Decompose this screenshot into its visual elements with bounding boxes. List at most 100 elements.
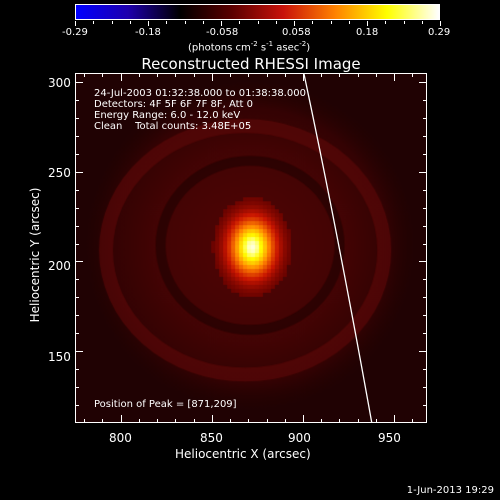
y-tick-mark bbox=[419, 81, 427, 83]
solar-limb bbox=[303, 74, 373, 422]
y-tick-mark bbox=[75, 153, 79, 155]
y-tick-mark bbox=[75, 333, 79, 335]
y-tick-mark bbox=[75, 279, 79, 281]
y-tick-mark bbox=[423, 207, 427, 209]
colorbar-tick: -0.058 bbox=[206, 27, 239, 38]
y-tick-mark bbox=[423, 387, 427, 389]
colorbar-minor-tick bbox=[330, 21, 332, 24]
y-tick-mark bbox=[75, 171, 83, 173]
x-tick-label: 900 bbox=[288, 431, 311, 445]
colorbar-tick: 0.058 bbox=[282, 27, 311, 38]
x-tick-mark bbox=[84, 419, 86, 423]
x-tick-mark bbox=[211, 73, 213, 81]
y-tick-mark bbox=[75, 135, 79, 137]
colorbar-minor-tick bbox=[75, 21, 76, 26]
y-tick-mark bbox=[423, 405, 427, 407]
x-tick-mark bbox=[102, 73, 104, 77]
timestamp: 1-Jun-2013 19:29 bbox=[406, 485, 494, 496]
x-tick-mark bbox=[230, 419, 232, 423]
colorbar-minor-tick bbox=[421, 21, 423, 24]
x-tick-mark bbox=[193, 73, 195, 77]
y-tick-mark bbox=[75, 297, 79, 299]
x-tick-mark bbox=[302, 415, 304, 423]
colorbar-minor-tick bbox=[166, 21, 168, 24]
colorbar-minor-tick bbox=[221, 21, 222, 26]
x-tick-mark bbox=[120, 73, 122, 81]
colorbar-minor-tick bbox=[367, 21, 368, 26]
y-tick-mark bbox=[75, 117, 79, 119]
colorbar-tick: 0.18 bbox=[356, 27, 379, 38]
x-tick-mark bbox=[339, 419, 341, 423]
colorbar-tick: -0.18 bbox=[135, 27, 161, 38]
colorbar-minor-tick bbox=[275, 21, 277, 24]
y-tick-mark bbox=[423, 153, 427, 155]
x-tick-mark bbox=[193, 419, 195, 423]
x-tick-mark bbox=[138, 73, 140, 77]
colorbar-tick: -0.29 bbox=[62, 27, 88, 38]
x-tick-mark bbox=[175, 73, 177, 77]
x-tick-mark bbox=[84, 73, 86, 77]
colorbar-tick: 0.29 bbox=[428, 27, 451, 38]
x-tick-mark bbox=[248, 419, 250, 423]
x-tick-mark bbox=[394, 73, 396, 81]
info-clean: Clean Total counts: 3.48E+05 bbox=[94, 121, 252, 132]
x-tick-mark bbox=[157, 419, 159, 423]
colorbar-minor-tick bbox=[239, 21, 241, 24]
x-tick-mark bbox=[357, 73, 359, 77]
rhessi-image bbox=[76, 74, 426, 422]
colorbar-minor-tick bbox=[403, 21, 405, 24]
x-tick-mark bbox=[266, 73, 268, 77]
x-tick-mark bbox=[357, 419, 359, 423]
x-tick-mark bbox=[321, 419, 323, 423]
colorbar-minor-tick bbox=[294, 21, 295, 26]
colorbar-minor-tick bbox=[148, 21, 149, 26]
y-tick-label: 200 bbox=[48, 259, 71, 273]
x-tick-mark bbox=[266, 419, 268, 423]
x-tick-mark bbox=[102, 419, 104, 423]
y-tick-mark bbox=[423, 315, 427, 317]
y-tick-mark bbox=[423, 333, 427, 335]
x-tick-mark bbox=[412, 419, 414, 423]
y-tick-mark bbox=[75, 99, 79, 101]
x-tick-label: 850 bbox=[200, 431, 223, 445]
y-tick-mark bbox=[419, 351, 427, 353]
y-tick-mark bbox=[75, 189, 79, 191]
colorbar bbox=[75, 4, 440, 20]
colorbar-minor-tick bbox=[111, 21, 113, 24]
x-tick-mark bbox=[175, 419, 177, 423]
y-tick-mark bbox=[75, 387, 79, 389]
x-tick-mark bbox=[375, 419, 377, 423]
x-tick-mark bbox=[211, 415, 213, 423]
peak-position: Position of Peak = [871,209] bbox=[94, 399, 237, 410]
colorbar-minor-tick bbox=[385, 21, 387, 24]
solar-limb-line bbox=[303, 74, 373, 422]
info-detectors: Detectors: 4F 5F 6F 7F 8F, Att 0 bbox=[94, 99, 254, 110]
y-tick-mark bbox=[75, 315, 79, 317]
y-tick-mark bbox=[75, 405, 79, 407]
y-tick-mark bbox=[75, 81, 83, 83]
x-tick-mark bbox=[157, 73, 159, 77]
y-tick-label: 150 bbox=[48, 350, 71, 364]
colorbar-minor-tick bbox=[312, 21, 314, 24]
y-tick-mark bbox=[75, 243, 79, 245]
info-time: 24-Jul-2003 01:32:38.000 to 01:38:38.000 bbox=[94, 88, 306, 99]
x-tick-mark bbox=[321, 73, 323, 77]
y-tick-mark bbox=[419, 261, 427, 263]
x-tick-mark bbox=[375, 73, 377, 77]
x-tick-mark bbox=[248, 73, 250, 77]
x-tick-mark bbox=[120, 415, 122, 423]
y-tick-mark bbox=[75, 369, 79, 371]
x-tick-mark bbox=[412, 73, 414, 77]
y-tick-mark bbox=[423, 225, 427, 227]
y-tick-mark bbox=[423, 135, 427, 137]
y-tick-mark bbox=[75, 261, 83, 263]
colorbar-minor-tick bbox=[93, 21, 95, 24]
colorbar-minor-tick bbox=[184, 21, 186, 24]
x-tick-mark bbox=[302, 73, 304, 81]
x-tick-label: 950 bbox=[378, 431, 401, 445]
colorbar-minor-tick bbox=[202, 21, 204, 24]
y-tick-mark bbox=[423, 99, 427, 101]
y-tick-mark bbox=[75, 351, 83, 353]
y-tick-mark bbox=[419, 171, 427, 173]
colorbar-minor-tick bbox=[440, 21, 441, 26]
